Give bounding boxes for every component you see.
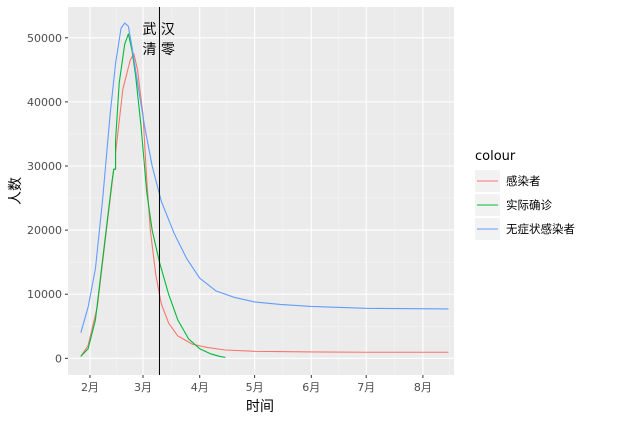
series-line-2 — [80, 22, 449, 333]
x-tick-label: 5月 — [246, 381, 264, 394]
x-tick-label: 7月 — [357, 381, 375, 394]
x-tick-label: 3月 — [134, 381, 152, 394]
x-tick-label: 4月 — [191, 381, 209, 394]
x-tick-label: 2月 — [81, 381, 99, 394]
wuhan-clear-label-line1: 武 汉 — [142, 22, 174, 38]
plot-panel — [68, 7, 454, 375]
y-tick-label: 30000 — [27, 160, 62, 173]
legend-label: 无症状感染者 — [506, 222, 575, 236]
x-tick-label: 6月 — [302, 381, 320, 394]
legend-title: colour — [475, 149, 516, 164]
y-tick-label: 10000 — [27, 288, 62, 301]
wuhan-clear-label-line2: 清 零 — [142, 42, 174, 58]
vline-layer: 武 汉 清 零 — [142, 7, 175, 375]
grid-minor — [68, 7, 454, 375]
series-layer — [80, 22, 449, 358]
x-tick-label: 8月 — [414, 381, 432, 394]
x-axis-title: 时间 — [246, 399, 274, 415]
y-tick-label: 20000 — [27, 224, 62, 237]
x-axis: 2月 3月 4月 5月 6月 7月 8月 — [81, 375, 432, 394]
grid-major — [68, 7, 454, 375]
y-tick-label: 0 — [55, 352, 62, 365]
series-line-1 — [80, 33, 226, 358]
y-tick-label: 50000 — [27, 32, 62, 45]
y-axis: 0 10000 20000 30000 40000 50000 — [27, 32, 68, 365]
y-tick-label: 40000 — [27, 96, 62, 109]
legend-label: 实际确诊 — [506, 198, 552, 212]
y-axis-title: 人数 — [8, 177, 24, 205]
legend-label: 感染者 — [506, 174, 541, 188]
